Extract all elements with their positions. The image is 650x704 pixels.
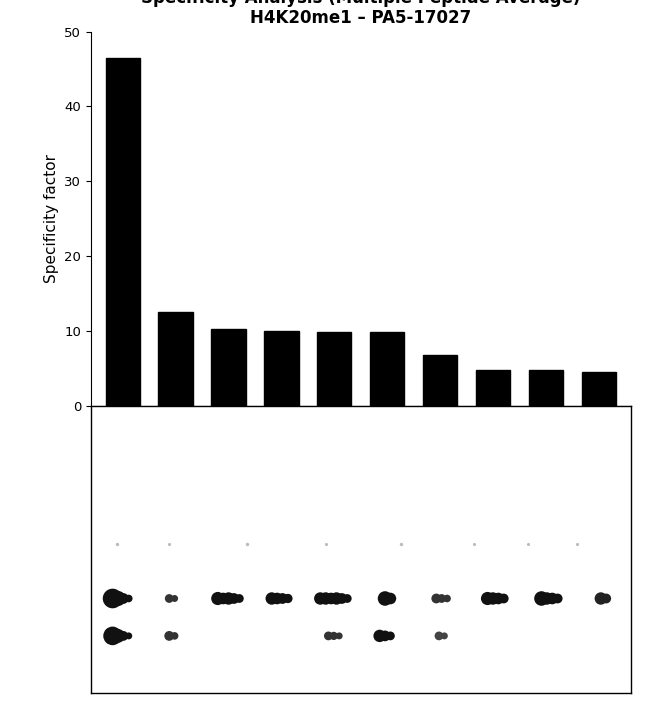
Point (601, 593, 612, 604)
Point (107, 593, 118, 604)
Point (439, 630, 450, 641)
Bar (105, 58, 140, 406)
Point (595, 593, 606, 604)
Bar (317, 332, 352, 406)
Point (541, 593, 552, 604)
Point (337, 593, 347, 604)
Point (536, 593, 547, 604)
Point (552, 593, 563, 604)
Point (229, 593, 239, 604)
Point (571, 538, 582, 549)
Point (242, 538, 253, 549)
Point (380, 593, 390, 604)
Point (164, 538, 174, 549)
Point (283, 593, 293, 604)
Point (342, 593, 352, 604)
Point (107, 630, 118, 641)
Point (374, 630, 385, 641)
Point (332, 593, 342, 604)
Point (170, 630, 180, 641)
Title: Specificity Analysis (Multiple Peptide Average)
H4K20me1 – PA5-17027: Specificity Analysis (Multiple Peptide A… (141, 0, 580, 27)
Point (396, 538, 406, 549)
Point (320, 538, 331, 549)
Point (380, 630, 390, 641)
Bar (370, 332, 404, 406)
Point (234, 593, 244, 604)
Point (315, 593, 326, 604)
Point (328, 630, 339, 641)
Point (112, 538, 122, 549)
Point (278, 593, 288, 604)
Point (499, 593, 509, 604)
Point (113, 630, 124, 641)
Point (272, 593, 282, 604)
Point (266, 593, 277, 604)
Bar (476, 370, 510, 406)
Point (164, 593, 174, 604)
Point (326, 593, 336, 604)
Point (118, 630, 129, 641)
Point (385, 630, 396, 641)
Point (437, 593, 447, 604)
Bar (211, 329, 246, 406)
Point (547, 593, 558, 604)
Point (431, 593, 441, 604)
Bar (582, 372, 616, 406)
Point (493, 593, 504, 604)
Point (124, 593, 134, 604)
Bar (423, 355, 458, 406)
Bar (264, 331, 298, 406)
Point (523, 538, 533, 549)
Point (334, 630, 345, 641)
Point (124, 630, 134, 641)
Point (170, 593, 180, 604)
Point (320, 593, 331, 604)
Point (442, 593, 452, 604)
Point (469, 538, 479, 549)
Bar (528, 370, 563, 406)
Point (434, 630, 444, 641)
X-axis label: Modification: Modification (314, 508, 408, 522)
Point (118, 593, 129, 604)
Point (323, 630, 333, 641)
Point (113, 593, 124, 604)
Bar (159, 312, 193, 406)
Point (213, 593, 223, 604)
Point (164, 630, 174, 641)
Point (488, 593, 498, 604)
Point (385, 593, 396, 604)
Point (224, 593, 234, 604)
Y-axis label: Specificity factor: Specificity factor (44, 154, 59, 283)
Point (482, 593, 493, 604)
Point (218, 593, 228, 604)
